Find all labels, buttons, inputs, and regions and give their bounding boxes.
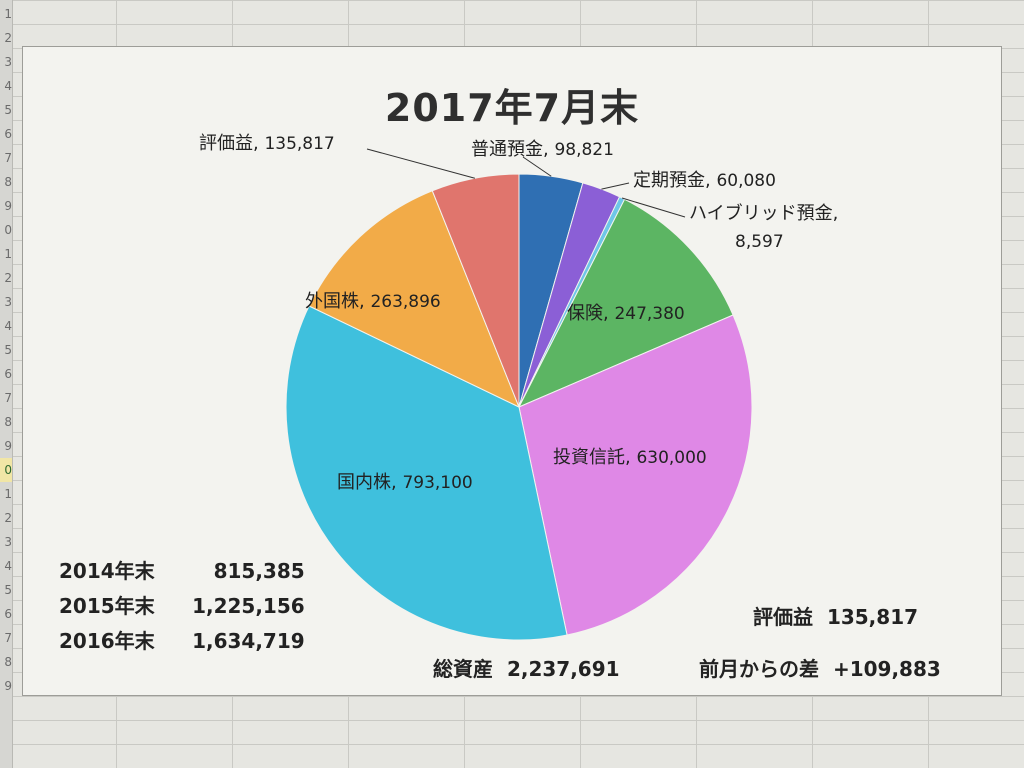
row-number[interactable]: 7 <box>4 631 12 645</box>
history-2016: 2016年末 1,634,719 <box>59 629 305 653</box>
pie-slice[interactable] <box>517 198 734 409</box>
row-number[interactable]: 3 <box>4 535 12 549</box>
leader-lines <box>366 148 686 218</box>
row-number[interactable]: 2 <box>4 271 12 285</box>
row-number[interactable]: 0 <box>4 223 12 237</box>
pie-slice[interactable] <box>431 173 520 408</box>
history-2015: 2015年末 1,225,156 <box>59 594 305 618</box>
leader-line <box>522 156 552 177</box>
label-gaikoku: 外国株, 263,896 <box>305 291 441 312</box>
label-kokunai: 国内株, 793,100 <box>337 472 473 493</box>
label-toushin: 投資信託, 630,000 <box>553 447 707 468</box>
pie-slice[interactable] <box>285 305 568 641</box>
row-number[interactable]: 7 <box>4 391 12 405</box>
chart-title: 2017年7月末 <box>384 86 640 130</box>
row-number[interactable]: 9 <box>4 439 12 453</box>
leader-line <box>601 182 630 190</box>
row-number[interactable]: 3 <box>4 55 12 69</box>
row-number[interactable]: 4 <box>4 79 12 93</box>
row-number[interactable]: 8 <box>4 175 12 189</box>
row-number[interactable]: 7 <box>4 151 12 165</box>
label-hybrid: ハイブリッド預金, <box>689 203 839 224</box>
history-2014: 2014年末 815,385 <box>59 559 305 583</box>
row-number[interactable]: 6 <box>4 367 12 381</box>
row-header: 1 2 3 4 5 6 7 8 9 0 1 2 3 4 5 6 7 8 9 0 1 2 3 4 5 6 7 8 9 <box>0 0 13 768</box>
row-number[interactable]: 2 <box>4 511 12 525</box>
row-number[interactable]: 6 <box>4 607 12 621</box>
row-number[interactable]: 0 <box>0 458 12 482</box>
pie-slices <box>285 173 753 641</box>
label-hyoka: 評価益, 135,817 <box>199 133 335 154</box>
valuation-gain: 評価益 135,817 <box>753 605 919 629</box>
row-number[interactable]: 9 <box>4 679 12 693</box>
pie-chart[interactable] <box>23 47 1001 695</box>
pie-slice[interactable] <box>518 314 753 636</box>
row-number[interactable]: 5 <box>4 103 12 117</box>
row-number[interactable]: 4 <box>4 319 12 333</box>
row-number[interactable]: 2 <box>4 31 12 45</box>
row-number[interactable]: 8 <box>4 415 12 429</box>
label-hybrid-value: 8,597 <box>735 232 784 252</box>
leader-line <box>366 148 475 179</box>
total-assets: 総資産 2,237,691 <box>433 657 620 681</box>
row-number[interactable]: 4 <box>4 559 12 573</box>
row-number[interactable]: 9 <box>4 199 12 213</box>
pie-slice[interactable] <box>308 190 520 409</box>
label-teiki: 定期預金, 60,080 <box>633 170 776 191</box>
row-number[interactable]: 1 <box>4 7 12 21</box>
label-hoken: 保険, 247,380 <box>567 303 685 324</box>
row-number[interactable]: 5 <box>4 583 12 597</box>
row-number[interactable]: 1 <box>4 487 12 501</box>
row-number[interactable]: 1 <box>4 247 12 261</box>
chart-area[interactable]: 2017年7月末 普通預金, 98,821 定期預金, 60,080 ハイブリッ… <box>22 46 1002 696</box>
month-diff: 前月からの差 +109,883 <box>699 657 941 681</box>
row-number[interactable]: 6 <box>4 127 12 141</box>
leader-line <box>621 197 686 218</box>
label-futsuu: 普通預金, 98,821 <box>471 139 614 160</box>
row-number[interactable]: 8 <box>4 655 12 669</box>
row-number[interactable]: 3 <box>4 295 12 309</box>
row-number[interactable]: 5 <box>4 343 12 357</box>
